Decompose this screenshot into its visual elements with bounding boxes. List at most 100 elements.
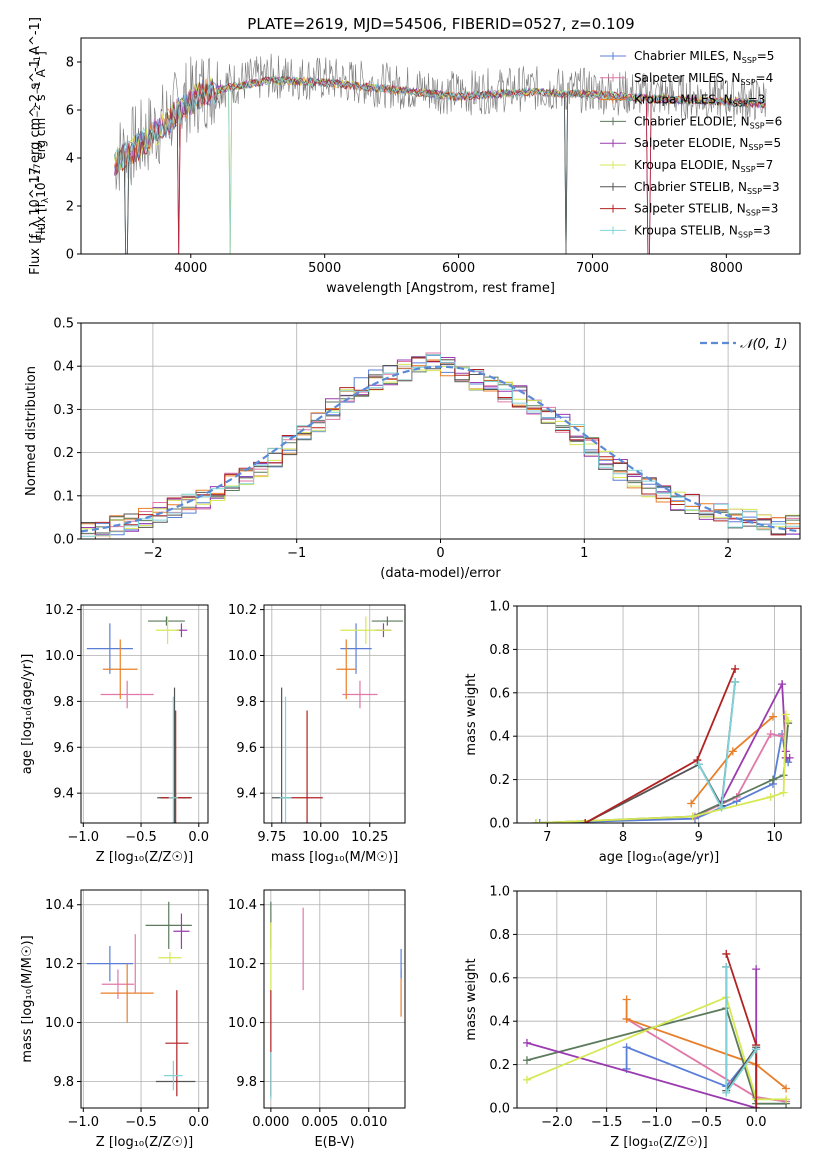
y-tick-label: 0.5 xyxy=(53,317,74,332)
normal-curve xyxy=(81,365,800,533)
x-tick-label: 9 xyxy=(695,830,703,845)
plot-area xyxy=(271,616,404,823)
y-tick-label: 0.3 xyxy=(53,403,74,418)
mass-weight-line xyxy=(584,681,736,823)
y-tick-label: 6 xyxy=(66,104,74,119)
legend-value: =3 xyxy=(748,93,766,107)
legend-entry: Kroupa STELIB, NSSP=3 xyxy=(634,223,771,239)
legend-subscript: SSP xyxy=(742,56,757,65)
legend-subscript: SSP xyxy=(746,209,761,218)
x-tick-label: 5000 xyxy=(308,261,341,276)
y-tick-label: 10.4 xyxy=(45,898,74,913)
axes-frame xyxy=(516,605,802,824)
x-tick-label: 10 xyxy=(766,830,783,845)
mass-weight-line xyxy=(720,680,790,802)
legend-value: =5 xyxy=(757,49,775,63)
y-tick-label: 10.4 xyxy=(228,898,257,913)
mass-weight-vs-metallicity-plot: −2.0 −1.5 −1.0 −0.5 0.0 0.0 0.2 0.4 0.6 0.8 1.0 Z [… xyxy=(464,885,802,1150)
ylabel-text: A xyxy=(34,68,48,81)
plot-area xyxy=(114,53,767,254)
x-axis-label: E(B-V) xyxy=(314,1135,354,1150)
y-tick-label: 0.2 xyxy=(489,773,510,788)
x-tick-label: −2.0 xyxy=(541,1115,573,1130)
ylabel-sup: −2 xyxy=(33,105,43,118)
y-tick-label: 1.0 xyxy=(489,885,510,900)
y-axis-label: Flux [fλ10−17 erg cm−2 s−1 A−1] xyxy=(33,51,51,241)
y-tick-label: 10.0 xyxy=(45,649,74,664)
legend-entry: Kroupa MILES, NSSP=3 xyxy=(634,93,765,109)
ylabel-text: ] xyxy=(34,51,48,56)
ylabel-text: s xyxy=(34,95,48,105)
mass-weight-marker xyxy=(784,717,793,726)
axes-frame xyxy=(516,890,802,1109)
x-tick-label: 0.000 xyxy=(252,1115,289,1130)
mass-weight-marker xyxy=(694,760,703,769)
y-axis-label: Flux [f_λ 10^-17 erg cm^-2 s^-1 A^-1] xyxy=(28,17,43,275)
y-tick-label: 9.8 xyxy=(53,1075,74,1090)
plot-area xyxy=(86,901,196,1097)
mass-weight-marker xyxy=(535,819,544,823)
mass-weight-marker xyxy=(622,1043,631,1052)
mass-weight-marker xyxy=(768,775,777,784)
mass-weight-marker xyxy=(622,1015,631,1024)
y-tick-label: 0.0 xyxy=(489,817,510,832)
legend-entry: 𝒩(0, 1) xyxy=(740,337,787,352)
mass-weight-marker xyxy=(722,962,731,971)
x-axis-label: Z [log₁₀(Z/Z☉)] xyxy=(96,1135,193,1150)
x-tick-label: 0.005 xyxy=(301,1115,338,1130)
axes-frame xyxy=(80,37,801,255)
y-tick-label: 0.4 xyxy=(489,730,510,745)
x-tick-label: 0 xyxy=(436,546,444,561)
mass-weight-line xyxy=(526,996,787,1101)
x-axis-label: Z [log₁₀(Z/Z☉)] xyxy=(96,850,193,865)
plot-area xyxy=(270,901,402,1100)
mass-weight-marker xyxy=(693,756,702,765)
y-tick-label: 0.2 xyxy=(53,446,74,461)
mass-weight-line xyxy=(535,714,789,823)
plot-area xyxy=(81,352,800,539)
y-tick-label: 10.0 xyxy=(228,1016,257,1031)
x-tick-label: −0.5 xyxy=(125,830,157,845)
ylabel-sup: −17 xyxy=(33,164,43,183)
x-axis-label: (data-model)/error xyxy=(380,566,501,581)
legend-entry: Salpeter MILES, NSSP=4 xyxy=(634,71,773,87)
age-vs-mass-plot: 9.75 10.00 10.25 9.4 9.6 9.8 10.0 10.2 mass [log… xyxy=(228,603,406,865)
legend-entry: Chabrier ELODIE, NSSP=6 xyxy=(634,114,782,130)
x-tick-label: 8 xyxy=(619,830,627,845)
y-tick-label: 0.0 xyxy=(489,1102,510,1117)
x-tick-label: 10.00 xyxy=(302,830,339,845)
x-tick-label: −0.5 xyxy=(691,1115,723,1130)
residuals-histogram: −2 −1 0 1 2 0.0 0.1 0.2 0.3 0.4 0.5 (data-model)/er… xyxy=(24,317,801,581)
mass-weight-marker xyxy=(752,965,761,974)
y-axis-label: mass weight xyxy=(464,958,479,1040)
x-tick-label: −1.0 xyxy=(641,1115,673,1130)
spectrum-model-line xyxy=(114,76,766,254)
legend-entry: Chabrier STELIB, NSSP=3 xyxy=(634,180,780,196)
mass-weight-line xyxy=(584,668,736,823)
ylabel-text: 10 xyxy=(34,183,48,198)
mass-weight-marker xyxy=(782,1084,791,1093)
y-tick-label: 2 xyxy=(66,200,74,215)
mass-weight-marker xyxy=(766,792,775,801)
y-tick-label: 0.1 xyxy=(53,489,74,504)
x-tick-label: 1 xyxy=(580,546,588,561)
axes-frame xyxy=(80,604,209,824)
x-tick-label: −1 xyxy=(287,546,306,561)
y-axis-label: mass weight xyxy=(464,673,479,755)
mass-weight-marker xyxy=(752,1045,761,1054)
y-tick-label: 8 xyxy=(66,56,74,71)
x-tick-label: 4000 xyxy=(174,261,207,276)
mass-weight-marker xyxy=(731,664,740,673)
x-tick-label: 6000 xyxy=(442,261,475,276)
y-tick-label: 9.4 xyxy=(53,787,74,802)
legend-value: =7 xyxy=(756,158,774,172)
y-tick-label: 9.8 xyxy=(236,695,257,710)
y-tick-label: 9.8 xyxy=(236,1075,257,1090)
axes-frame xyxy=(263,889,406,1109)
x-axis-label: wavelength [Angstrom, rest frame] xyxy=(326,281,555,296)
mass-weight-marker xyxy=(731,677,740,686)
y-tick-label: 9.6 xyxy=(53,741,74,756)
legend-subscript: SSP xyxy=(750,121,765,130)
y-tick-label: 9.8 xyxy=(53,695,74,710)
legend-value: =3 xyxy=(753,223,771,237)
